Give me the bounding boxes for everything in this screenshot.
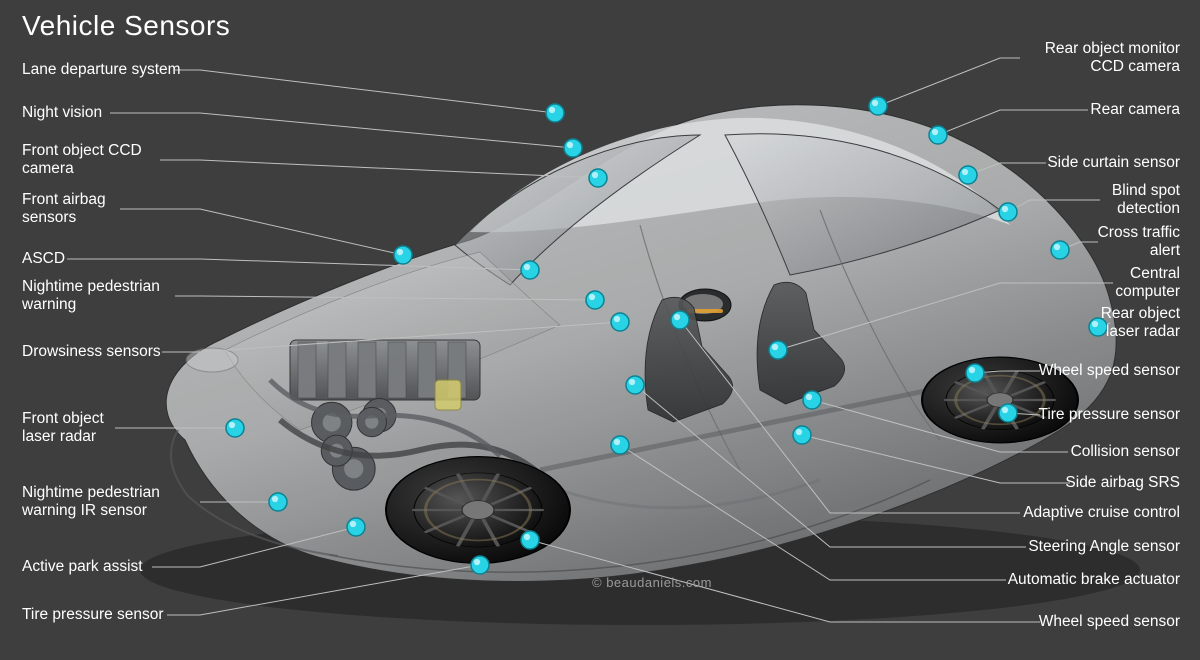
diagram-svg	[0, 0, 1200, 660]
sensor-marker	[671, 311, 689, 329]
sensor-marker	[471, 556, 489, 574]
sensor-marker	[347, 518, 365, 536]
sensor-marker	[626, 376, 644, 394]
sensor-marker	[929, 126, 947, 144]
sensor-marker	[869, 97, 887, 115]
credit-text: © beaudaniels.com	[592, 575, 712, 590]
sensor-marker	[999, 203, 1017, 221]
sensor-marker	[959, 166, 977, 184]
sensor-marker	[611, 436, 629, 454]
sensor-marker	[611, 313, 629, 331]
sensor-marker	[769, 341, 787, 359]
sensor-marker	[1051, 241, 1069, 259]
sensor-marker	[546, 104, 564, 122]
sensor-marker	[1089, 318, 1107, 336]
diagram-stage: Vehicle Sensors © beaudaniels.com Lane d…	[0, 0, 1200, 660]
sensor-marker	[394, 246, 412, 264]
sensor-marker	[564, 139, 582, 157]
sensor-marker	[793, 426, 811, 444]
page-title: Vehicle Sensors	[22, 10, 230, 42]
sensor-marker	[521, 261, 539, 279]
sensor-marker	[589, 169, 607, 187]
sensor-marker	[803, 391, 821, 409]
sensor-marker	[586, 291, 604, 309]
sensor-marker	[999, 404, 1017, 422]
sensor-marker	[521, 531, 539, 549]
sensor-marker	[226, 419, 244, 437]
sensor-marker	[269, 493, 287, 511]
sensor-marker	[966, 364, 984, 382]
